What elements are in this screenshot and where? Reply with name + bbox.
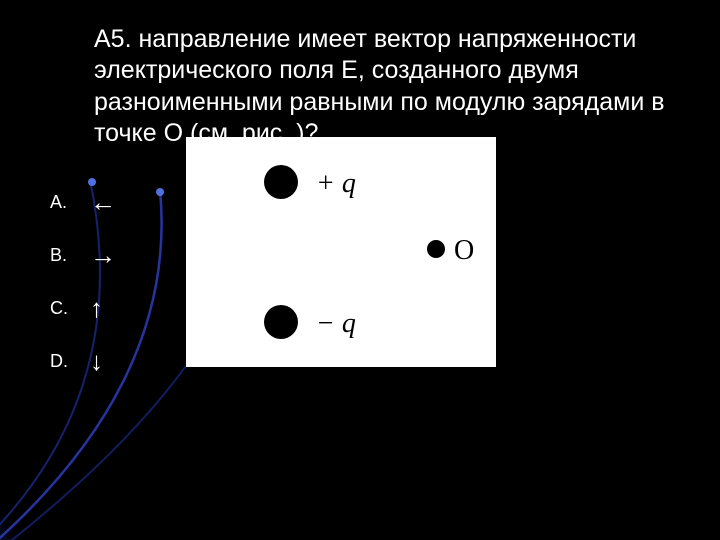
option-letter: B. <box>50 245 90 266</box>
right-arrow-icon: → <box>90 240 116 271</box>
option-d[interactable]: D. ↓ <box>50 346 116 377</box>
down-arrow-icon: ↓ <box>90 346 103 377</box>
option-b[interactable]: B. → <box>50 240 116 271</box>
up-arrow-icon: ↑ <box>90 293 103 324</box>
svg-text:− q: − q <box>316 308 356 339</box>
charges-diagram: + q − q O <box>186 137 496 367</box>
option-letter: A. <box>50 192 90 213</box>
option-letter: C. <box>50 298 90 319</box>
option-c[interactable]: C. ↑ <box>50 293 116 324</box>
answer-options: A. ← B. → C. ↑ D. ↓ <box>50 187 116 399</box>
question-text: А5. направление имеет вектор напряженнос… <box>94 24 670 149</box>
option-a[interactable]: A. ← <box>50 187 116 218</box>
svg-text:+ q: + q <box>316 168 356 199</box>
option-letter: D. <box>50 351 90 372</box>
left-arrow-icon: ← <box>90 187 116 218</box>
svg-text:O: O <box>454 235 474 266</box>
